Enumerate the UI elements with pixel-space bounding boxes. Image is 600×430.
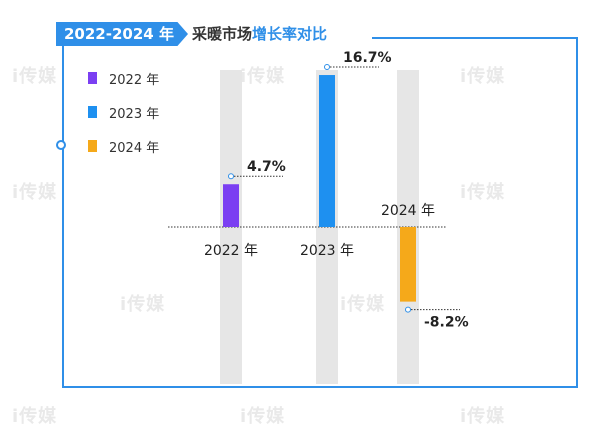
watermark: i传媒 [240, 66, 286, 87]
legend: 2022 年 2023 年 2024 年 [88, 70, 159, 172]
watermark: i传媒 [120, 294, 166, 315]
category-label: 2022 年 [204, 243, 258, 259]
leader-dot [324, 64, 330, 71]
legend-item-2022: 2022 年 [88, 70, 160, 88]
bar [400, 227, 416, 302]
watermark: i传媒 [12, 66, 58, 87]
frame-dot-icon [56, 140, 66, 150]
watermark: i传媒 [240, 406, 286, 427]
category-label: 2023 年 [300, 243, 354, 259]
watermark: i传媒 [460, 406, 506, 427]
category-label: 2024 年 [381, 203, 435, 219]
legend-item-2024: 2024 年 [88, 138, 160, 156]
value-label: 4.7% [247, 159, 286, 175]
watermark: i传媒 [340, 294, 386, 315]
leader-dot [228, 173, 234, 180]
watermark: i传媒 [460, 182, 506, 203]
title-prefix: 采暖市场 [192, 25, 253, 43]
legend-swatch-2022 [88, 72, 97, 84]
chart-title: 采暖市场增长率对比 [192, 22, 327, 46]
bar [223, 184, 239, 227]
frame-top-line [372, 37, 578, 39]
bar [319, 75, 335, 227]
legend-label-2024: 2024 年 [109, 140, 160, 156]
value-label: 16.7% [343, 50, 392, 66]
value-label: -8.2% [424, 315, 469, 331]
watermark: i传媒 [12, 406, 58, 427]
legend-item-2023: 2023 年 [88, 104, 160, 122]
legend-swatch-2024 [88, 140, 97, 152]
legend-label-2023: 2023 年 [109, 106, 160, 122]
chart-frame [62, 38, 578, 388]
legend-label-2022: 2022 年 [109, 72, 160, 88]
legend-swatch-2023 [88, 106, 97, 118]
leader-dot [405, 306, 411, 313]
watermark: i传媒 [12, 182, 58, 203]
watermark: i传媒 [460, 66, 506, 87]
title-highlight: 增长率对比 [252, 25, 328, 43]
title-badge: 2022-2024 年度 [56, 22, 188, 46]
